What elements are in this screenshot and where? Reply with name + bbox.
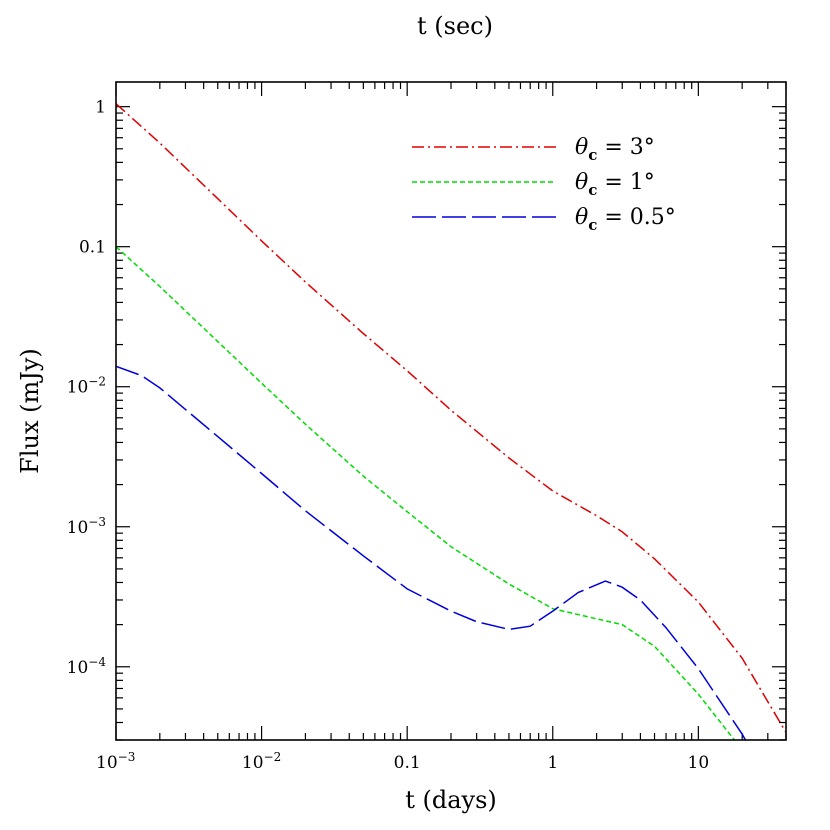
curves (116, 103, 786, 740)
x-tick-label: 0.1 (394, 753, 421, 773)
y-axis-title: Flux (mJy) (16, 348, 44, 474)
plot-frame (115, 81, 787, 741)
y-tick-label: 0.1 (79, 238, 106, 258)
y-tick-label: 10−2 (67, 375, 106, 398)
top-axis-title: t (sec) (417, 12, 493, 40)
x-tick-label: 10 (688, 753, 710, 773)
x-tick-label: 10−2 (242, 750, 281, 773)
x-axis-title: t (days) (405, 786, 497, 814)
legend-label-1: θc = 3° (575, 135, 655, 164)
y-tick-label: 10−4 (67, 655, 107, 678)
y-tick-label: 1 (95, 98, 106, 118)
series-line-2 (116, 246, 736, 740)
axis-ticks (115, 82, 787, 741)
series-line-1 (116, 103, 786, 733)
y-tick-label: 10−3 (67, 515, 106, 538)
legend: θc = 3° θc = 1° θc = 0.5° (412, 135, 676, 234)
y-tick-labels: 1 0.1 10−2 10−3 10−4 (67, 98, 107, 678)
x-tick-label: 10−3 (96, 750, 135, 773)
series-line-3 (116, 365, 747, 740)
x-tick-labels: 10−3 10−2 0.1 1 10 (96, 750, 709, 773)
legend-label-3: θc = 0.5° (575, 205, 676, 234)
legend-label-2: θc = 1° (575, 170, 655, 199)
x-tick-label: 1 (547, 753, 558, 773)
